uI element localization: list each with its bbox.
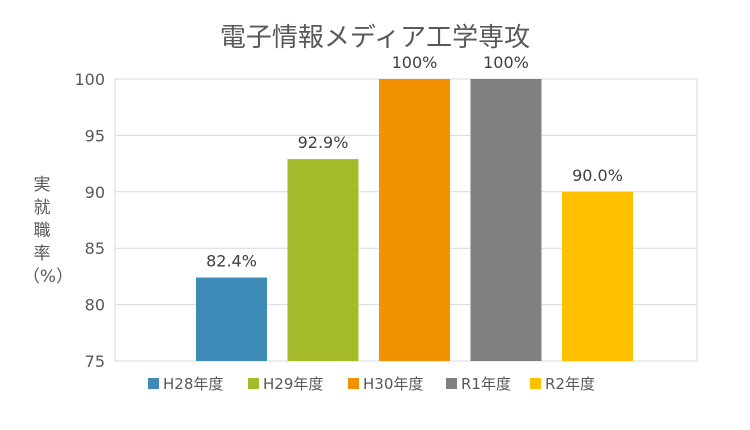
data-label: 100% (483, 53, 529, 72)
y-axis-label-part: 率 (34, 244, 51, 264)
y-axis-label-part: 実 (34, 175, 51, 195)
y-axis-ticks: 75 80 85 90 95 100 (74, 70, 105, 371)
legend-label: H28年度 (163, 375, 223, 393)
legend-swatch (248, 378, 259, 389)
data-label: 100% (392, 53, 438, 72)
y-tick-label: 90 (85, 183, 105, 202)
y-tick-label: 75 (85, 352, 105, 371)
y-tick-label: 95 (85, 126, 105, 145)
legend-swatch (530, 378, 541, 389)
bar (379, 79, 450, 361)
data-labels: 82.4% 92.9% 100% 100% 90.0% (206, 53, 623, 271)
y-tick-label: 100 (74, 70, 105, 89)
data-label: 92.9% (298, 133, 349, 152)
legend: H28年度 H29年度 H30年度 R1年度 R2年度 (148, 375, 595, 393)
legend-label: R1年度 (461, 375, 511, 393)
legend-swatch (348, 378, 359, 389)
bars (196, 79, 633, 361)
legend-label: R2年度 (545, 375, 595, 393)
bar (562, 191, 633, 361)
bar (470, 79, 542, 361)
legend-label: H29年度 (263, 375, 323, 393)
y-axis-label-part: 就 (34, 198, 51, 218)
bar (196, 277, 267, 361)
data-label: 82.4% (206, 252, 257, 271)
y-tick-label: 85 (85, 239, 105, 258)
y-tick-label: 80 (85, 296, 105, 315)
y-axis-label-part: （%） (23, 267, 73, 287)
legend-label: H30年度 (363, 375, 423, 393)
legend-swatch (446, 378, 457, 389)
y-axis-label-part: 職 (34, 221, 51, 241)
legend-swatch (148, 378, 159, 389)
bar (287, 159, 359, 361)
chart-title: 電子情報メディア工学専攻 (220, 23, 530, 53)
data-label: 90.0% (572, 166, 623, 185)
